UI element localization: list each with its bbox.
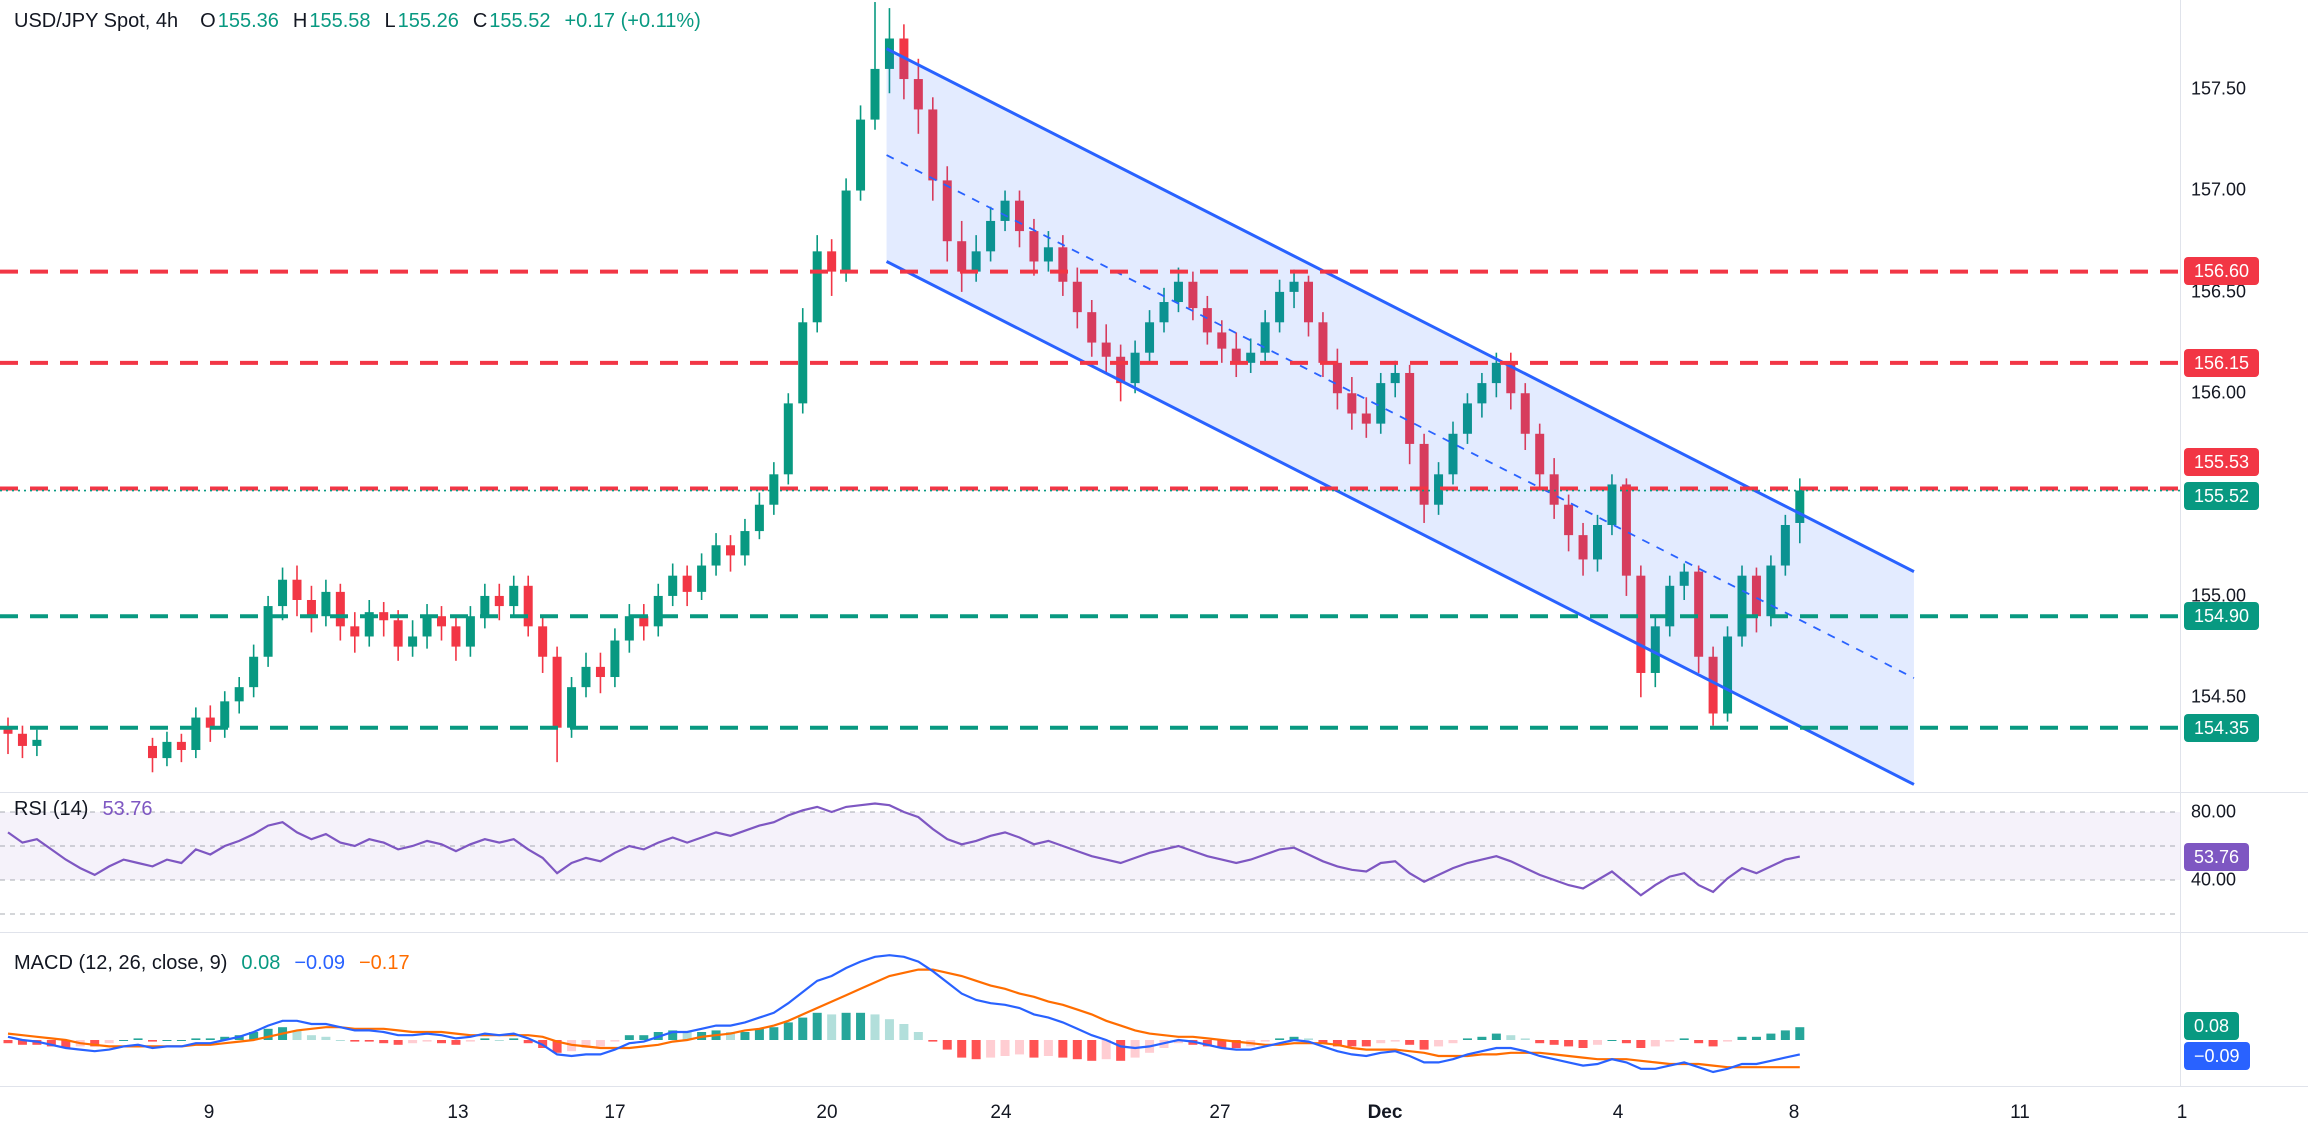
price-tick-label: 40.00	[2191, 869, 2237, 890]
macd-pane-canvas[interactable]	[0, 932, 2180, 1086]
axis-price-badge: 53.76	[2184, 843, 2250, 871]
symbol-legend[interactable]: USD/JPY Spot, 4h O 155.36 H 155.58 L 155.26…	[14, 10, 701, 33]
ohlc-low: L 155.26	[384, 10, 459, 32]
price-axis[interactable]: 157.50 157.00 156.50 156.00 155.00 154.50 80.0…	[2180, 0, 2308, 1086]
ohlc-close: C 155.52	[472, 10, 551, 32]
macd-hist-value: 0.08	[241, 952, 281, 974]
axis-border	[2180, 0, 2181, 1086]
axis-price-badge: −0.09	[2184, 1042, 2250, 1070]
time-axis-label: 17	[604, 1102, 626, 1123]
time-axis[interactable]: 9 13 17 20 24 27 Dec 4 8 11 1	[0, 1086, 2308, 1144]
price-tick-label: 157.00	[2191, 179, 2247, 200]
axis-price-badge: 154.90	[2184, 602, 2260, 630]
axis-price-badge: 155.52	[2184, 482, 2260, 510]
macd-signal-value: −0.17	[358, 952, 410, 974]
time-axis-label: 24	[990, 1102, 1012, 1123]
rsi-value: 53.76	[102, 798, 153, 820]
macd-title: MACD (12, 26, close, 9)	[14, 952, 228, 974]
time-axis-label: Dec	[1367, 1102, 1403, 1123]
axis-price-badge: 154.35	[2184, 714, 2260, 742]
macd-legend[interactable]: MACD (12, 26, close, 9) 0.08 −0.09 −0.17	[14, 952, 410, 975]
axis-price-badge: 156.15	[2184, 349, 2260, 377]
rsi-pane-canvas[interactable]	[0, 792, 2180, 932]
time-axis-label: 4	[1612, 1102, 1624, 1123]
time-axis-label: 9	[203, 1102, 215, 1123]
rsi-legend[interactable]: RSI (14) 53.76	[14, 798, 153, 821]
axis-price-badge: 156.60	[2184, 257, 2260, 285]
axis-price-badge: 155.53	[2184, 448, 2260, 476]
macd-signal-line	[7, 968, 1800, 1069]
time-axis-label: 8	[1788, 1102, 1800, 1123]
pane-separator[interactable]	[0, 792, 2308, 793]
symbol-title: USD/JPY Spot, 4h	[14, 10, 179, 32]
time-axis-label: 13	[447, 1102, 469, 1123]
ohlc-high: H 155.58	[292, 10, 371, 32]
change-value: +0.17 (+0.11%)	[564, 10, 701, 32]
ohlc-open: O 155.36	[200, 10, 279, 32]
price-tick-label: 80.00	[2191, 801, 2237, 822]
macd-line-value: −0.09	[294, 952, 345, 974]
channel-drawing	[885, 47, 1915, 786]
time-axis-label: 27	[1209, 1102, 1231, 1123]
axis-price-badge: 0.08	[2184, 1012, 2240, 1040]
level-lines	[0, 269, 2180, 730]
rsi-title: RSI (14)	[14, 798, 89, 820]
price-tick-label: 156.00	[2191, 382, 2247, 403]
price-tick-label: 156.50	[2191, 281, 2247, 302]
rsi-line	[7, 802, 1801, 897]
price-tick-label: 157.50	[2191, 78, 2247, 99]
pane-separator[interactable]	[0, 932, 2308, 933]
price-pane-canvas[interactable]	[0, 0, 2180, 792]
price-tick-label: 154.50	[2191, 686, 2247, 707]
price-tick-label: 155.00	[2191, 585, 2247, 606]
time-axis-label: 20	[816, 1102, 838, 1123]
time-axis-label: 1	[2176, 1102, 2188, 1123]
time-axis-label: 11	[2010, 1102, 2030, 1123]
macd-line	[7, 954, 1801, 1074]
pane-separator	[0, 1086, 2308, 1087]
